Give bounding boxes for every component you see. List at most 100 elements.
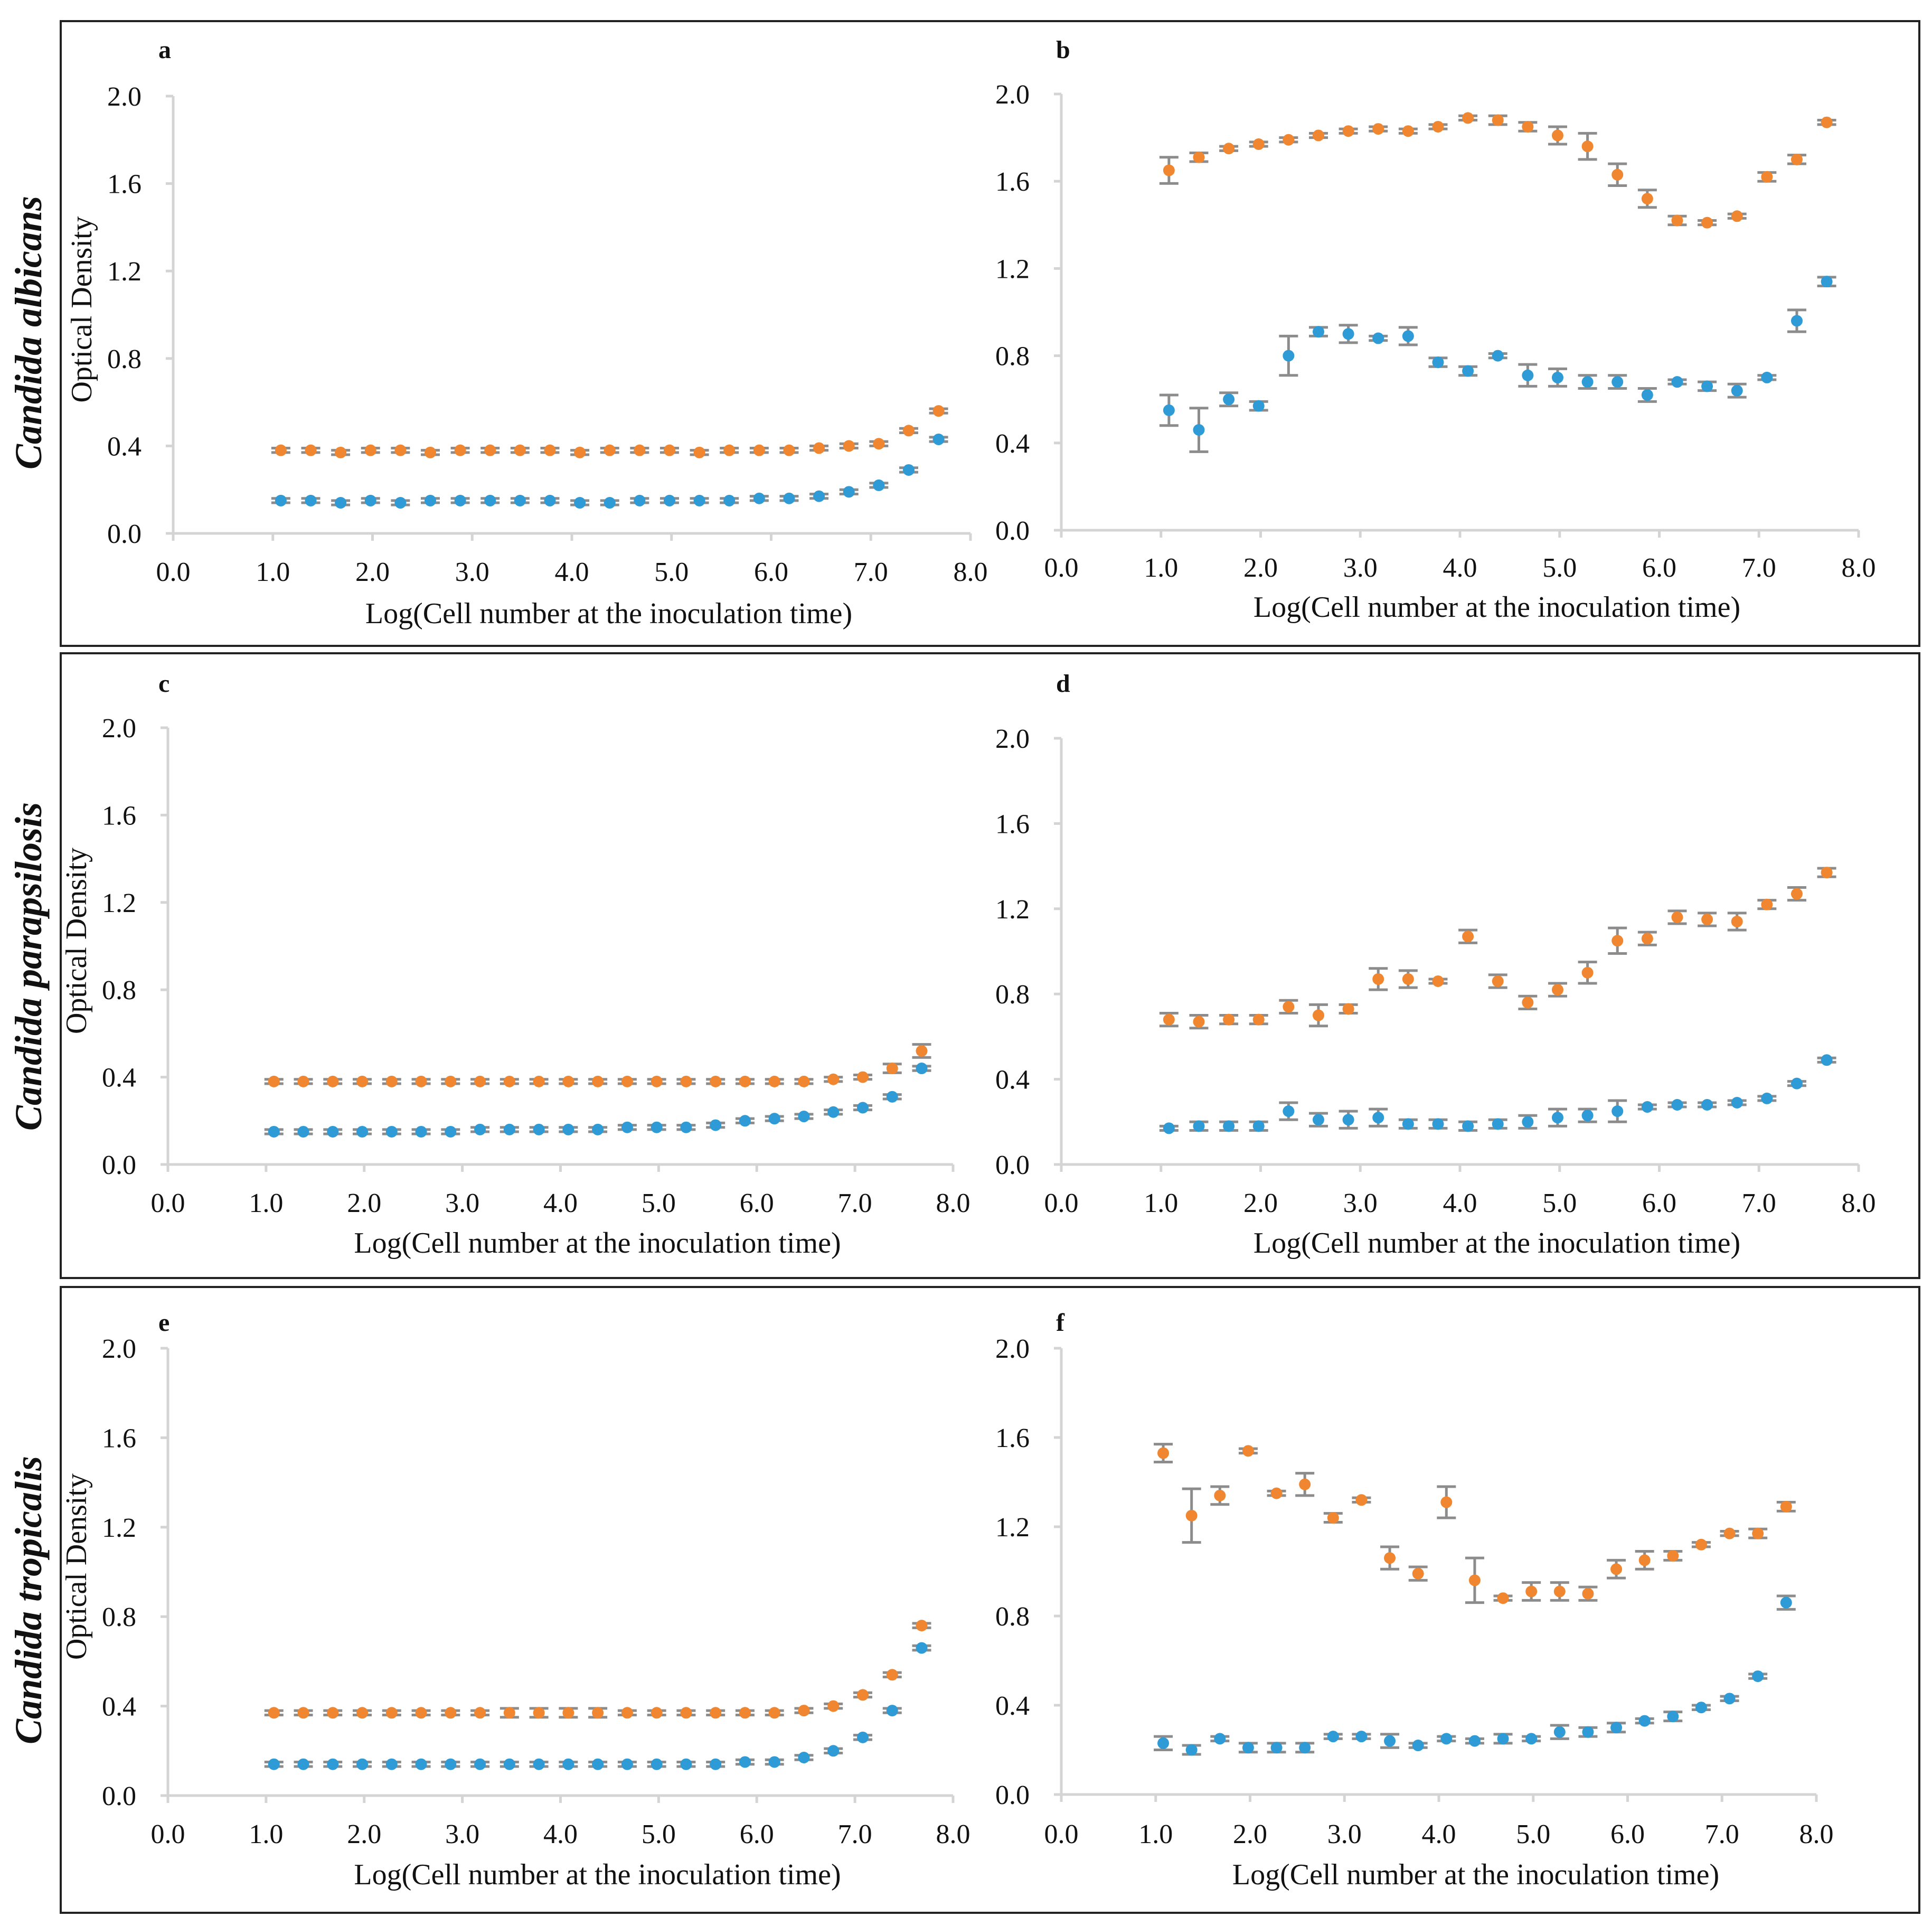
y-tick-label: 1.2	[102, 1513, 136, 1543]
x-tick-label: 2.0	[347, 1188, 381, 1218]
data-point-blue	[562, 1123, 574, 1135]
x-tick-label: 7.0	[1742, 553, 1776, 583]
y-tick-label: 0.8	[102, 1602, 136, 1632]
data-point-orange	[902, 425, 915, 437]
data-point-blue	[621, 1121, 633, 1133]
data-point-orange	[1731, 210, 1743, 222]
data-point-orange	[651, 1707, 663, 1719]
data-point-orange	[1723, 1527, 1736, 1539]
data-point-blue	[1752, 1670, 1764, 1683]
data-point-blue	[514, 494, 526, 506]
data-point-blue	[873, 479, 885, 491]
data-point-blue	[680, 1758, 692, 1770]
data-point-blue	[1821, 1054, 1833, 1066]
data-point-blue	[1492, 1118, 1504, 1130]
data-point-orange	[1581, 966, 1594, 979]
y-tick-label: 0.4	[995, 1065, 1030, 1095]
data-point-orange	[1299, 1478, 1311, 1490]
data-point-blue	[562, 1758, 574, 1770]
data-point-orange	[1402, 125, 1414, 137]
data-point-blue	[1412, 1740, 1424, 1752]
x-tick-label: 4.0	[543, 1188, 578, 1218]
y-tick-label: 0.0	[995, 1780, 1030, 1810]
data-point-orange	[484, 444, 496, 456]
data-point-orange	[1610, 1563, 1623, 1575]
data-point-orange	[916, 1045, 928, 1057]
data-point-blue	[783, 492, 795, 504]
data-point-blue	[634, 494, 646, 506]
data-point-orange	[1581, 140, 1594, 153]
data-point-blue	[1252, 1120, 1265, 1132]
data-point-blue	[1163, 1122, 1175, 1134]
x-tick-label: 8.0	[1799, 1819, 1834, 1849]
y-tick-label: 2.0	[995, 724, 1030, 754]
data-point-blue	[574, 497, 586, 509]
data-point-blue	[1312, 1114, 1324, 1126]
data-point-blue	[305, 494, 317, 506]
data-point-orange	[680, 1707, 692, 1719]
data-point-blue	[1780, 1596, 1792, 1609]
y-axis-label: Optical Density	[60, 1473, 93, 1660]
data-point-orange	[533, 1075, 545, 1087]
data-point-blue	[1193, 1120, 1205, 1132]
row-frame-1	[60, 20, 1920, 647]
species-label-tropicalis: Candida tropicalis	[7, 1456, 50, 1744]
data-point-blue	[710, 1119, 722, 1131]
data-point-orange	[1761, 171, 1773, 183]
data-point-blue	[484, 494, 496, 506]
x-tick-label: 7.0	[854, 557, 888, 587]
x-tick-label: 1.0	[256, 557, 290, 587]
data-point-orange	[634, 444, 646, 456]
data-point-orange	[1372, 973, 1384, 985]
x-tick-label: 0.0	[1044, 553, 1079, 583]
data-point-blue	[327, 1758, 339, 1770]
data-point-blue	[651, 1121, 663, 1133]
x-tick-label: 4.0	[1443, 1188, 1477, 1218]
data-point-orange	[1553, 1585, 1566, 1598]
data-point-blue	[1242, 1742, 1254, 1754]
data-point-orange	[1312, 1009, 1324, 1021]
data-point-orange	[916, 1620, 928, 1632]
data-point-orange	[503, 1075, 515, 1087]
data-point-orange	[1342, 1003, 1354, 1015]
data-point-blue	[856, 1102, 869, 1114]
data-point-orange	[574, 446, 586, 458]
x-tick-label: 8.0	[1842, 553, 1876, 583]
x-tick-label: 4.0	[543, 1819, 578, 1849]
y-axis-label: Optical Density	[65, 216, 98, 402]
panel-a: a 0.0 0.4 0.8 1.2 1.6 2.0 0.0 1.0 2.0 3.0 4.0 5.0 6.0…	[65, 36, 988, 630]
panel-label: d	[1056, 670, 1070, 698]
data-point-blue	[1701, 1099, 1713, 1111]
data-point-orange	[1695, 1538, 1707, 1551]
data-point-orange	[1214, 1489, 1226, 1501]
data-point-orange	[385, 1075, 398, 1087]
data-point-orange	[1432, 975, 1444, 987]
data-point-blue	[1355, 1731, 1368, 1743]
data-point-blue	[1553, 1726, 1566, 1738]
data-point-orange	[592, 1075, 604, 1087]
data-point-orange	[1468, 1574, 1481, 1586]
data-point-blue	[415, 1758, 427, 1770]
data-point-blue	[1701, 380, 1713, 392]
x-tick-label: 8.0	[936, 1819, 970, 1849]
data-point-orange	[663, 444, 675, 456]
x-axis-label: Log(Cell number at the inoculation time)	[1232, 1858, 1719, 1891]
data-point-orange	[753, 444, 765, 456]
data-point-orange	[268, 1707, 280, 1719]
data-point-orange	[356, 1707, 369, 1719]
x-tick-label: 2.0	[1233, 1819, 1267, 1849]
species-label-albicans: Candida albicans	[7, 196, 50, 469]
y-tick-label: 2.0	[107, 82, 142, 112]
data-point-orange	[445, 1707, 457, 1719]
x-tick-label: 4.0	[1422, 1819, 1456, 1849]
data-point-blue	[1638, 1715, 1651, 1727]
x-tick-label: 1.0	[249, 1188, 283, 1218]
x-tick-label: 0.0	[151, 1819, 185, 1849]
x-tick-label: 6.0	[1610, 1819, 1645, 1849]
data-point-orange	[1522, 120, 1534, 133]
data-point-blue	[275, 494, 287, 506]
panel-d: d 0.0 0.4 0.8 1.2 1.6 2.0 0.0 1.0 2.0 3.0 4.0 5.0 6.0…	[995, 670, 1876, 1260]
data-point-blue	[1193, 424, 1205, 436]
data-point-blue	[1163, 404, 1175, 416]
